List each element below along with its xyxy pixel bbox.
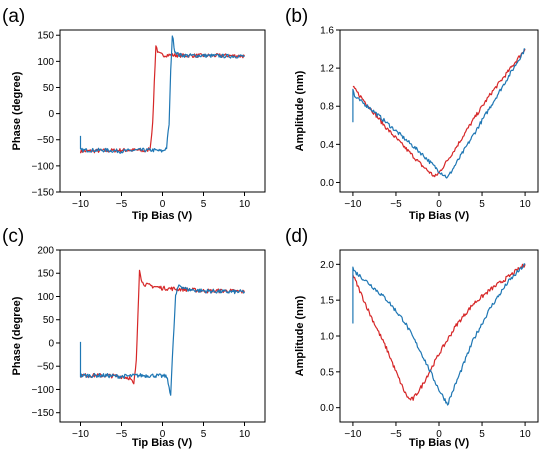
panel-d-xtick-label: 5 — [479, 429, 485, 440]
panel-c-series-1-line — [80, 269, 245, 385]
panel-b-series-1-line — [352, 48, 526, 178]
panel-d-ytick-label: 0.0 — [320, 403, 334, 414]
panel-a-xlabel: Tip Bias (V) — [132, 210, 193, 222]
panel-c-ytick-label: −100 — [31, 385, 54, 396]
panel-b-series-2-line — [352, 48, 526, 179]
panel-c-ytick-label: 0 — [48, 338, 54, 349]
panel-d-xtick-label: 10 — [520, 429, 532, 440]
panel-a-xtick-label: 10 — [239, 199, 251, 210]
panel-a-series-1-line — [79, 45, 245, 154]
panel-c-xtick-label: −5 — [116, 429, 128, 440]
panel-d-tag: (d) — [285, 226, 308, 247]
panel-b-xtick-label: 5 — [479, 199, 485, 210]
panel-c-xlabel: Tip Bias (V) — [132, 437, 193, 449]
panel-a-xtick-label: −10 — [72, 199, 89, 210]
panel-c: (c) Tip Bias (V) Phase (degree) −10 −5 0 5 1… — [2, 226, 266, 449]
panel-d-ytick-label: 1.5 — [320, 296, 334, 307]
panel-a-ytick-label: 100 — [37, 57, 54, 68]
panel-d-ytick-label: 2.0 — [320, 260, 334, 271]
panel-a-ylabel: Phase (degree) — [11, 71, 23, 150]
panel-a-ytick-label: −50 — [37, 135, 54, 146]
panel-c-xtick-label: −10 — [72, 429, 89, 440]
panel-a-tag: (a) — [2, 6, 25, 27]
panel-c-ylabel: Phase (degree) — [11, 296, 23, 375]
panel-a-ytick-label: 150 — [37, 31, 54, 42]
panel-d: (d) Tip Bias (V) Amplitude (nm) −10 −5 0 5 1… — [285, 226, 539, 449]
panel-d-xtick-label: −5 — [390, 429, 402, 440]
panel-d-ylabel: Amplitude (nm) — [294, 295, 306, 376]
panel-b-xtick-label: 0 — [436, 199, 442, 210]
panel-b-ytick-label: 0.0 — [320, 178, 334, 189]
panel-b-ytick-label: 0.4 — [320, 140, 334, 151]
panel-d-ytick-label: 1.0 — [320, 332, 334, 343]
panel-c-ytick-label: 100 — [37, 292, 54, 303]
panel-a-ytick-label: 50 — [43, 83, 55, 94]
panel-a-ytick-label: −100 — [31, 161, 54, 172]
panel-c-xtick-label: 5 — [201, 429, 207, 440]
panel-c-tag: (c) — [2, 226, 24, 247]
panel-c-ytick-label: 50 — [43, 315, 55, 326]
panel-c-ytick-label: 150 — [37, 269, 54, 280]
panel-a: (a) Tip Bias (V) Phase (degree) −10 −5 0 5 1… — [2, 6, 266, 222]
panel-c-ytick-label: −50 — [37, 362, 54, 373]
panel-d-xlabel: Tip Bias (V) — [409, 437, 470, 449]
panel-b-ylabel: Amplitude (nm) — [294, 70, 306, 151]
panel-a-series-2-line — [79, 35, 245, 154]
panel-b-xtick-label: −10 — [344, 199, 361, 210]
panel-c-ytick-label: 200 — [37, 246, 54, 257]
panel-a-xtick-label: −5 — [116, 199, 128, 210]
panel-d-ytick-label: 0.5 — [320, 367, 334, 378]
panel-a-ytick-label: 0 — [48, 109, 54, 120]
panel-c-frame — [59, 249, 266, 423]
panel-a-xtick-label: 5 — [201, 199, 207, 210]
panel-b-tag: (b) — [285, 6, 308, 27]
panel-a-xtick-label: 0 — [160, 199, 166, 210]
panel-d-xtick-label: 0 — [436, 429, 442, 440]
panel-b-ytick-label: 1.6 — [320, 26, 334, 37]
panel-c-series-2-line — [79, 284, 246, 396]
panel-b-ytick-label: 1.2 — [320, 64, 334, 75]
panel-b-xtick-label: −5 — [390, 199, 402, 210]
panel-c-xtick-label: 10 — [239, 429, 251, 440]
panel-b-ytick-label: 0.8 — [320, 102, 334, 113]
panel-d-xtick-label: −10 — [344, 429, 361, 440]
panel-b-frame — [339, 29, 539, 193]
panel-a-ytick-label: −150 — [31, 188, 54, 199]
panel-c-ytick-label: −150 — [31, 408, 54, 419]
panel-d-series-2-line — [352, 263, 526, 406]
panel-c-xtick-label: 0 — [160, 429, 166, 440]
panel-b-xtick-label: 10 — [520, 199, 532, 210]
panel-b: (b) Tip Bias (V) Amplitude (nm) −10 −5 0 5 1… — [285, 6, 539, 222]
panel-d-series-1-line — [352, 263, 526, 401]
panel-b-xlabel: Tip Bias (V) — [409, 210, 470, 222]
